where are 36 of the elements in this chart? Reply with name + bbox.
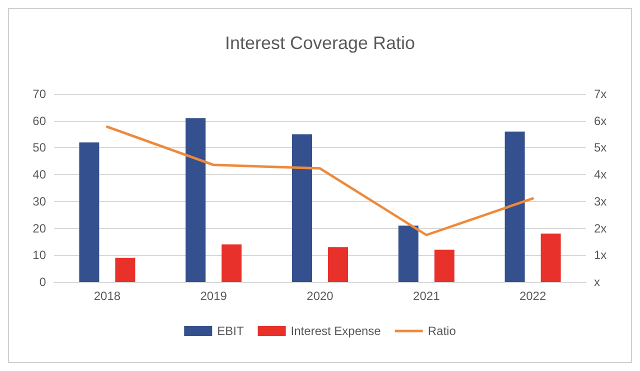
x-tick-label: 2020 [306, 289, 334, 303]
y-tick-label: 70 [32, 87, 46, 101]
y-tick-label: 50 [32, 140, 46, 155]
y2-tick-label: 3x [594, 194, 607, 208]
x-tick-label: 2021 [413, 289, 440, 303]
y-tick-label: 60 [32, 114, 46, 128]
bar [115, 258, 136, 282]
bar [292, 134, 312, 282]
y-tick-label: 0 [39, 275, 46, 289]
y-tick-label: 30 [32, 194, 46, 208]
bar [186, 118, 206, 282]
y2-tick-label: x [594, 275, 600, 289]
legend-label: Interest Expense [290, 324, 382, 338]
y-tick-label: 20 [32, 221, 46, 236]
x-tick-label: 2018 [94, 289, 121, 303]
bar [434, 250, 454, 282]
y2-tick-label: 5x [594, 140, 607, 155]
bar [222, 244, 242, 282]
x-tick-label: 2022 [519, 289, 546, 303]
y2-tick-label: 7x [594, 87, 607, 101]
y2-tick-label: 2x [594, 221, 607, 236]
legend-label: EBIT [217, 324, 244, 338]
bar [504, 132, 525, 282]
line-series [106, 126, 534, 236]
y2-tick-label: 6x [594, 114, 607, 128]
y2-tick-label: 4x [594, 168, 607, 182]
bar [79, 142, 100, 282]
y-tick-label: 40 [32, 168, 46, 182]
bar [398, 226, 418, 282]
chart-title: Interest Coverage Ratio [224, 33, 416, 53]
y-tick-label: 10 [32, 248, 46, 262]
y2-tick-label: 1x [594, 248, 607, 262]
bar [328, 247, 348, 282]
legend-label: Ratio [428, 324, 456, 338]
bar [540, 234, 561, 282]
x-tick-label: 2019 [200, 289, 228, 303]
